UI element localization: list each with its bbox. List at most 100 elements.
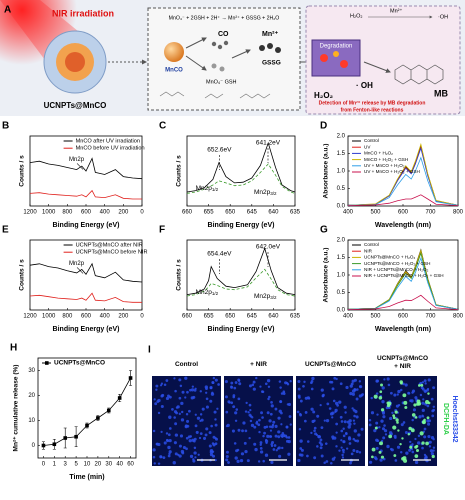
cell — [300, 453, 304, 457]
cell — [270, 401, 273, 404]
x-tick-label: 700 — [425, 314, 436, 320]
cell — [232, 395, 236, 399]
cell — [358, 451, 362, 454]
x-tick-label: 40 — [116, 462, 123, 468]
cell — [227, 461, 230, 464]
cell — [191, 385, 194, 388]
cell — [263, 431, 266, 435]
cell — [259, 385, 262, 388]
cell — [355, 449, 359, 454]
cell — [423, 427, 427, 431]
cell — [279, 400, 283, 404]
fit-label-main: Mn2p — [254, 189, 271, 196]
cell — [287, 452, 291, 456]
cell — [234, 456, 238, 460]
cell — [352, 449, 356, 452]
cell — [188, 439, 192, 443]
cell — [184, 396, 187, 399]
cell — [335, 422, 339, 426]
cell — [194, 456, 197, 459]
cell — [313, 426, 317, 430]
cell — [323, 419, 326, 422]
cell — [162, 456, 166, 460]
cell — [340, 420, 344, 423]
legend-label: MnCO after UV irradiation — [76, 138, 140, 144]
cell — [411, 443, 414, 446]
ros-cell — [380, 455, 385, 459]
series-line — [347, 142, 459, 206]
cell — [335, 431, 338, 434]
cell — [259, 441, 263, 445]
x-tick-label: 635 — [290, 210, 301, 216]
y-tick-label: 0.5 — [337, 186, 346, 192]
point — [96, 416, 100, 420]
cell — [324, 442, 328, 445]
peak-label: 642.0eV — [256, 244, 281, 251]
cell — [379, 458, 383, 462]
legend-label: UCNPTs@MnCO after NIR — [76, 242, 143, 248]
cell — [173, 441, 177, 445]
ros-cell — [425, 441, 429, 446]
cell — [342, 434, 346, 438]
cell — [346, 447, 349, 450]
x-tick-label: 800 — [62, 314, 73, 320]
cell — [375, 446, 379, 450]
ros-cell — [402, 393, 407, 398]
cell — [376, 413, 379, 416]
cell — [155, 442, 159, 446]
x-tick-label: 10 — [84, 462, 91, 468]
series-line — [29, 292, 142, 303]
x-tick-label: 650 — [225, 314, 236, 320]
cell — [289, 380, 292, 383]
ros-cell — [380, 408, 385, 412]
cell — [421, 401, 425, 405]
ros-cell — [415, 448, 420, 452]
legend-label: NIR + UCNPTs@MnCO + H₂O₂ + GSH — [364, 273, 444, 278]
cell — [197, 453, 200, 456]
cell — [178, 378, 182, 382]
cell — [186, 390, 189, 394]
fit-label-sub: 1/2 — [212, 291, 219, 296]
legend-label: MnCO + H₂O₂ — [364, 151, 393, 156]
cell — [368, 419, 372, 422]
legend-label: NIR — [364, 248, 373, 253]
cell — [268, 395, 271, 399]
cell — [179, 434, 184, 438]
cell — [288, 415, 292, 418]
cell — [180, 401, 184, 406]
ros-cell — [392, 416, 396, 420]
cell — [408, 448, 412, 452]
cell — [358, 380, 362, 383]
series-line — [43, 377, 131, 446]
cell — [432, 386, 436, 390]
cell — [152, 429, 156, 433]
cell — [332, 399, 336, 403]
cell — [205, 391, 208, 394]
cell — [236, 448, 240, 452]
cell — [342, 440, 346, 444]
ros-cell — [380, 383, 384, 387]
arrow — [185, 37, 207, 49]
series-line — [347, 251, 459, 310]
cell — [361, 393, 364, 396]
x-tick-label: 645 — [247, 314, 258, 320]
cell — [181, 390, 185, 394]
cell — [334, 410, 337, 414]
panel-label: G — [320, 225, 328, 236]
cell — [280, 433, 284, 438]
cell — [298, 428, 302, 431]
cell — [310, 431, 313, 434]
cell — [312, 410, 316, 414]
dot — [211, 63, 217, 69]
cell — [260, 390, 264, 393]
cell — [153, 462, 156, 465]
cell — [382, 411, 386, 415]
cell — [231, 429, 235, 433]
cell — [279, 386, 282, 389]
cell — [340, 439, 343, 442]
ros-cell — [420, 383, 424, 387]
cell — [249, 419, 253, 423]
legend-label: UCNPTs@MnCO + H₂O₂ + GSH — [364, 261, 430, 266]
ros-cell — [394, 410, 398, 414]
cell — [432, 405, 436, 409]
